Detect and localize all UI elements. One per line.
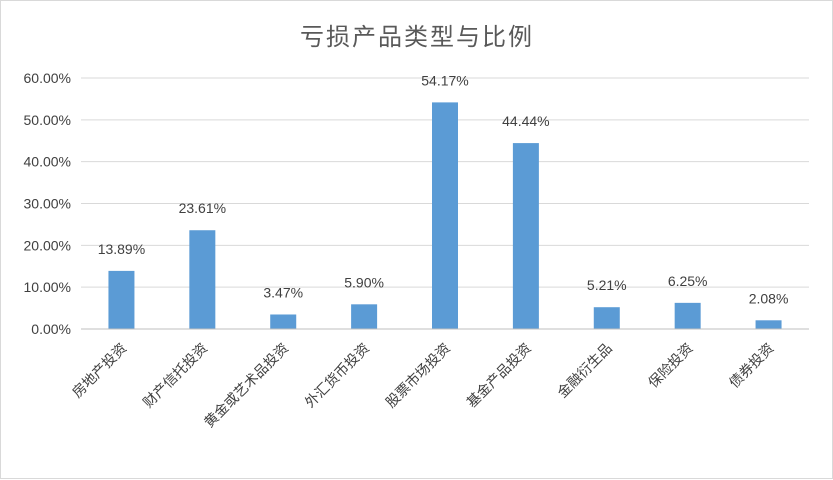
bar xyxy=(674,302,701,329)
x-tick-label: 金融衍生品 xyxy=(555,341,616,402)
x-tick-label: 保险投资 xyxy=(646,341,697,392)
bar xyxy=(189,230,216,329)
x-tick-label: 债券投资 xyxy=(726,341,777,392)
data-label: 5.21% xyxy=(587,277,627,293)
bars xyxy=(108,102,782,330)
y-axis-ticks: 0.00% 10.00% 20.00% 30.00% 40.00% 50.00% 60.00… xyxy=(24,70,71,337)
data-label: 44.44% xyxy=(502,113,549,129)
y-tick-label: 20.00% xyxy=(24,237,71,253)
data-label: 5.90% xyxy=(344,274,384,290)
y-tick-label: 40.00% xyxy=(24,154,71,170)
y-tick-label: 0.00% xyxy=(31,321,71,337)
y-tick-label: 30.00% xyxy=(24,196,71,212)
data-label: 13.89% xyxy=(98,241,145,257)
bar xyxy=(108,270,135,329)
x-tick-label: 财产信托投资 xyxy=(140,341,211,412)
x-tick-label: 股票市场投资 xyxy=(382,340,453,411)
bar xyxy=(512,143,539,329)
y-tick-label: 60.00% xyxy=(24,70,71,86)
x-tick-label: 黄金或艺术品投资 xyxy=(201,340,292,431)
data-label: 23.61% xyxy=(179,200,226,216)
bar xyxy=(755,320,782,329)
data-labels: 13.89% 23.61% 3.47% 5.90% 54.17% 44.44% 5.21% 6… xyxy=(98,72,789,306)
data-label: 2.08% xyxy=(749,290,789,306)
x-tick-label: 基金产品投资 xyxy=(463,340,534,411)
data-label: 3.47% xyxy=(263,284,303,300)
bar xyxy=(432,102,458,330)
data-label: 6.25% xyxy=(668,273,708,289)
bar xyxy=(351,304,378,329)
x-tick-label: 外汇货币投资 xyxy=(302,340,373,411)
bar xyxy=(270,314,297,329)
bar xyxy=(593,307,620,329)
data-label: 54.17% xyxy=(421,72,468,88)
chart-title: 亏损产品类型与比例 xyxy=(300,23,534,51)
y-tick-label: 10.00% xyxy=(24,279,71,295)
y-tick-label: 50.00% xyxy=(24,112,71,128)
x-tick-label: 房地产投资 xyxy=(69,341,130,402)
